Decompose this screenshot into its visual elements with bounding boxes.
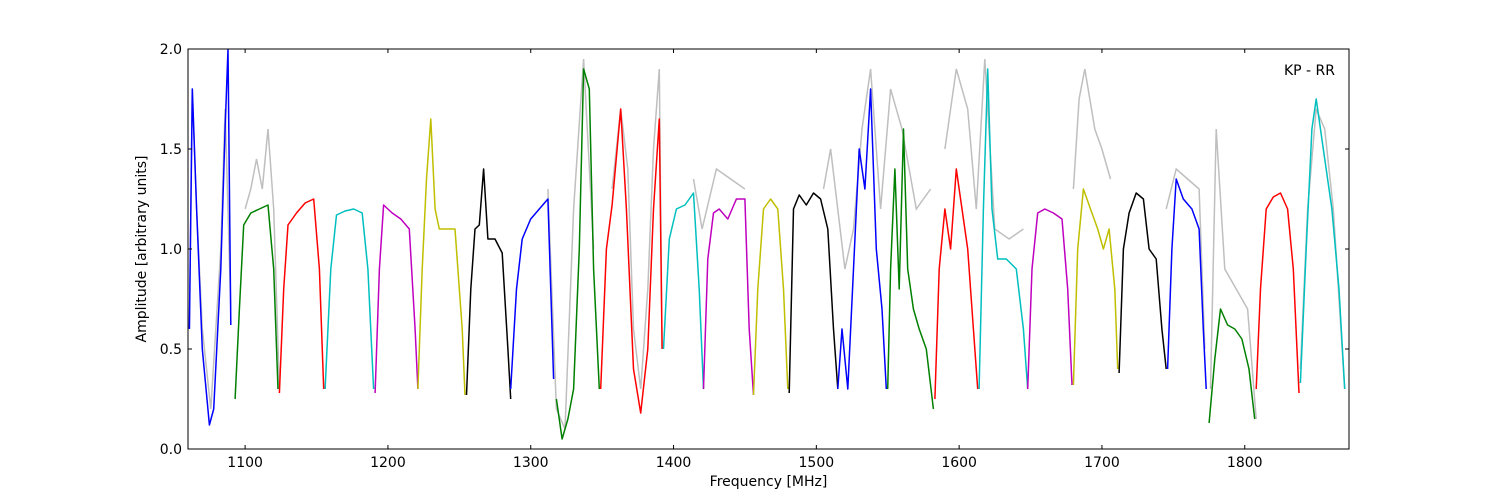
y-tick-label: 0.5 [160,342,182,358]
series-line-0 [188,49,232,426]
y-axis: 0.0 0.5 1.0 1.5 2.0 [160,42,1349,458]
series-line-10 [662,192,705,390]
y-tick-label: 1.5 [160,142,182,158]
series-line-20 [1118,192,1167,374]
background-series-line-9 [1209,128,1257,420]
series-line-11 [702,198,755,396]
y-tick-label: 0.0 [160,442,182,458]
background-series-line-8 [1165,167,1206,350]
series-line-3 [324,208,375,390]
plot-area [188,49,1346,440]
series-line-12 [752,198,789,396]
series-line-16 [934,168,979,400]
background-series-line-2 [547,58,595,430]
background-series-line-4 [692,167,746,230]
series-line-7 [509,198,555,390]
background-series-line-1 [244,128,281,390]
series-line-23 [1255,192,1300,394]
x-tick-label: 1800 [1227,455,1263,471]
series-line-8 [555,68,601,440]
y-tick-label: 1.0 [160,242,182,258]
series-line-14 [837,88,888,390]
x-tick-label: 1600 [941,455,977,471]
x-tick-label: 1200 [370,455,406,471]
series-line-4 [374,204,419,394]
series-line-19 [1072,188,1119,386]
y-tick-label: 2.0 [160,42,182,58]
background-series-line-7 [1072,68,1112,190]
series-line-5 [417,118,466,396]
x-axis: 1100 1200 1300 1400 1500 1600 1700 1800 [227,49,1263,471]
series-line-21 [1166,178,1207,390]
x-tick-label: 1700 [1084,455,1120,471]
x-axis-title: Frequency [MHz] [710,474,828,490]
series-line-18 [1026,208,1073,390]
series-line-6 [465,168,512,400]
background-series-line-6 [944,58,1024,240]
series-line-22 [1208,308,1256,424]
background-series-line-5 [822,68,932,270]
x-tick-label: 1500 [799,455,835,471]
x-tick-label: 1300 [513,455,549,471]
series-line-15 [886,128,935,410]
y-axis-title: Amplitude [arbitrary units] [134,156,150,343]
series-line-2 [278,198,325,394]
series-line-1 [234,204,279,400]
series-line-9 [599,108,663,414]
series-line-13 [788,192,839,394]
annotation-label: KP - RR [1284,63,1335,79]
background-series-line-3 [611,68,663,390]
x-tick-label: 1100 [227,455,263,471]
x-tick-label: 1400 [656,455,692,471]
series-line-24 [1299,98,1346,390]
series-layer [188,49,1346,440]
series-line-17 [978,68,1029,390]
